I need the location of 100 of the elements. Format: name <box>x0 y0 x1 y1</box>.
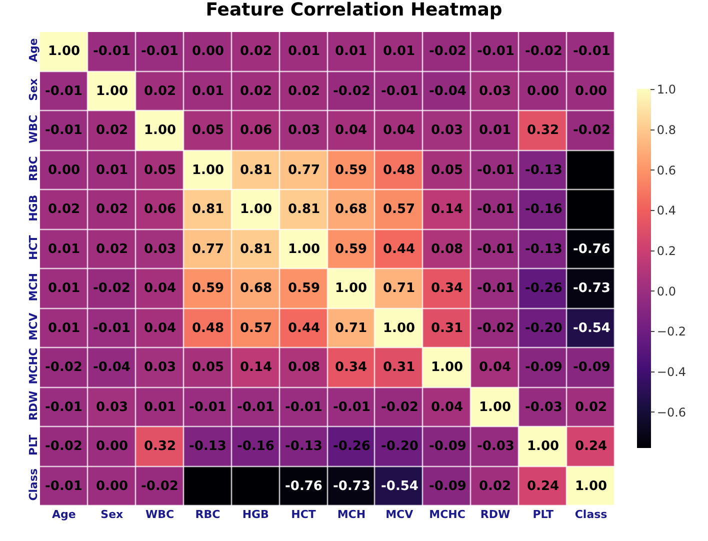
data-label: 0.02 <box>240 44 272 59</box>
data-label: -0.26 <box>333 439 370 454</box>
data-label: 0.48 <box>192 321 224 336</box>
data-label: 0.44 <box>383 242 416 257</box>
x-tick-label: Class <box>574 508 608 521</box>
data-label: -0.13 <box>189 439 226 454</box>
data-label: -0.02 <box>525 44 562 59</box>
data-label: -0.02 <box>333 84 370 99</box>
data-label: -0.02 <box>477 321 514 336</box>
color-bar-label: 0.2 <box>656 244 676 258</box>
data-label: -0.20 <box>381 439 418 454</box>
data-label: -0.01 <box>237 400 274 415</box>
data-label: 0.31 <box>383 360 416 375</box>
color-bar-label: 0.4 <box>656 204 676 218</box>
data-label: 0.00 <box>48 163 80 178</box>
data-label: 0.01 <box>144 400 176 415</box>
y-tick-label: MCH <box>26 272 40 302</box>
data-label: 0.81 <box>240 242 272 257</box>
data-label: 0.04 <box>479 360 512 375</box>
y-tick-label: MCV <box>26 312 40 340</box>
data-label: 0.01 <box>48 281 80 296</box>
data-label: -0.01 <box>477 163 514 178</box>
x-tick-label: MCV <box>386 508 414 521</box>
data-label: 0.02 <box>144 84 176 99</box>
data-label: -0.13 <box>525 163 562 178</box>
data-label: 0.05 <box>192 360 224 375</box>
data-label: 0.32 <box>144 439 176 454</box>
data-label: -0.02 <box>45 439 82 454</box>
data-label: -0.54 <box>381 479 418 494</box>
data-label: -0.01 <box>45 479 82 494</box>
data-label: -0.20 <box>525 321 562 336</box>
data-label: -0.73 <box>333 479 370 494</box>
data-label: -0.03 <box>477 439 514 454</box>
data-label: -0.16 <box>525 202 562 217</box>
data-label: -0.76 <box>573 242 610 257</box>
data-label: -0.01 <box>573 44 610 59</box>
data-label: -0.04 <box>429 84 466 99</box>
data-label: -0.16 <box>237 439 274 454</box>
data-label: -0.02 <box>573 123 610 138</box>
data-label: 0.77 <box>192 242 224 257</box>
data-label: 0.81 <box>192 202 224 217</box>
data-label: 0.59 <box>335 163 368 178</box>
data-label: 0.57 <box>240 321 272 336</box>
y-tick-label: PLT <box>26 434 40 456</box>
data-label: -0.26 <box>525 281 562 296</box>
data-label: -0.01 <box>45 400 82 415</box>
data-label: -0.73 <box>573 281 610 296</box>
data-label: -0.01 <box>93 44 130 59</box>
x-tick-label: HCT <box>291 508 316 521</box>
data-label: 0.00 <box>527 84 560 99</box>
data-label: 1.00 <box>527 439 560 454</box>
data-label: -0.76 <box>285 479 322 494</box>
data-label: 0.05 <box>431 163 464 178</box>
data-label: 0.02 <box>240 84 272 99</box>
data-label: 0.04 <box>335 123 368 138</box>
data-label: 0.34 <box>335 360 368 375</box>
y-tick-label: HCT <box>26 234 40 260</box>
data-label: 0.01 <box>192 84 224 99</box>
x-tick-label: Sex <box>100 508 124 521</box>
y-tick-label: MCHC <box>26 348 40 384</box>
data-label: -0.01 <box>477 44 514 59</box>
data-label: 0.01 <box>479 123 512 138</box>
y-tick-label: RDW <box>26 390 40 420</box>
data-label: -0.02 <box>93 281 130 296</box>
data-label: 0.81 <box>288 202 320 217</box>
data-label: 1.00 <box>48 44 80 59</box>
data-label: 0.01 <box>335 44 368 59</box>
data-label: 1.00 <box>335 281 368 296</box>
data-label: 0.04 <box>383 123 416 138</box>
data-label: 0.59 <box>288 281 320 296</box>
data-label: -0.01 <box>477 242 514 257</box>
data-label: 0.77 <box>288 163 320 178</box>
data-label: 1.00 <box>288 242 320 257</box>
data-label: 0.02 <box>96 123 128 138</box>
data-label: 0.03 <box>288 123 320 138</box>
data-label: 0.02 <box>288 84 320 99</box>
data-label: 0.44 <box>288 321 320 336</box>
data-label: 0.02 <box>48 202 80 217</box>
data-label: 0.02 <box>96 242 128 257</box>
data-label: 0.08 <box>288 360 320 375</box>
data-label: 0.32 <box>527 123 560 138</box>
data-label: 0.06 <box>240 123 272 138</box>
color-bar-label: 0.8 <box>656 123 676 138</box>
data-label: 0.03 <box>431 123 464 138</box>
data-label: 0.59 <box>192 281 224 296</box>
data-label: -0.09 <box>525 360 562 375</box>
data-label: 0.68 <box>240 281 272 296</box>
color-bar-label: −0.2 <box>656 324 686 339</box>
x-tick-label: MCH <box>337 508 366 521</box>
data-label: -0.13 <box>285 439 322 454</box>
x-tick-label: HGB <box>242 508 269 521</box>
data-label: -0.01 <box>45 123 82 138</box>
data-label: 0.06 <box>144 202 176 217</box>
data-label: -0.01 <box>141 44 178 59</box>
data-label: 0.48 <box>383 163 416 178</box>
data-label: -0.09 <box>573 360 610 375</box>
data-label: -0.54 <box>573 321 610 336</box>
data-label: 0.05 <box>144 163 176 178</box>
data-label: -0.02 <box>45 360 82 375</box>
data-label: 0.24 <box>527 479 560 494</box>
